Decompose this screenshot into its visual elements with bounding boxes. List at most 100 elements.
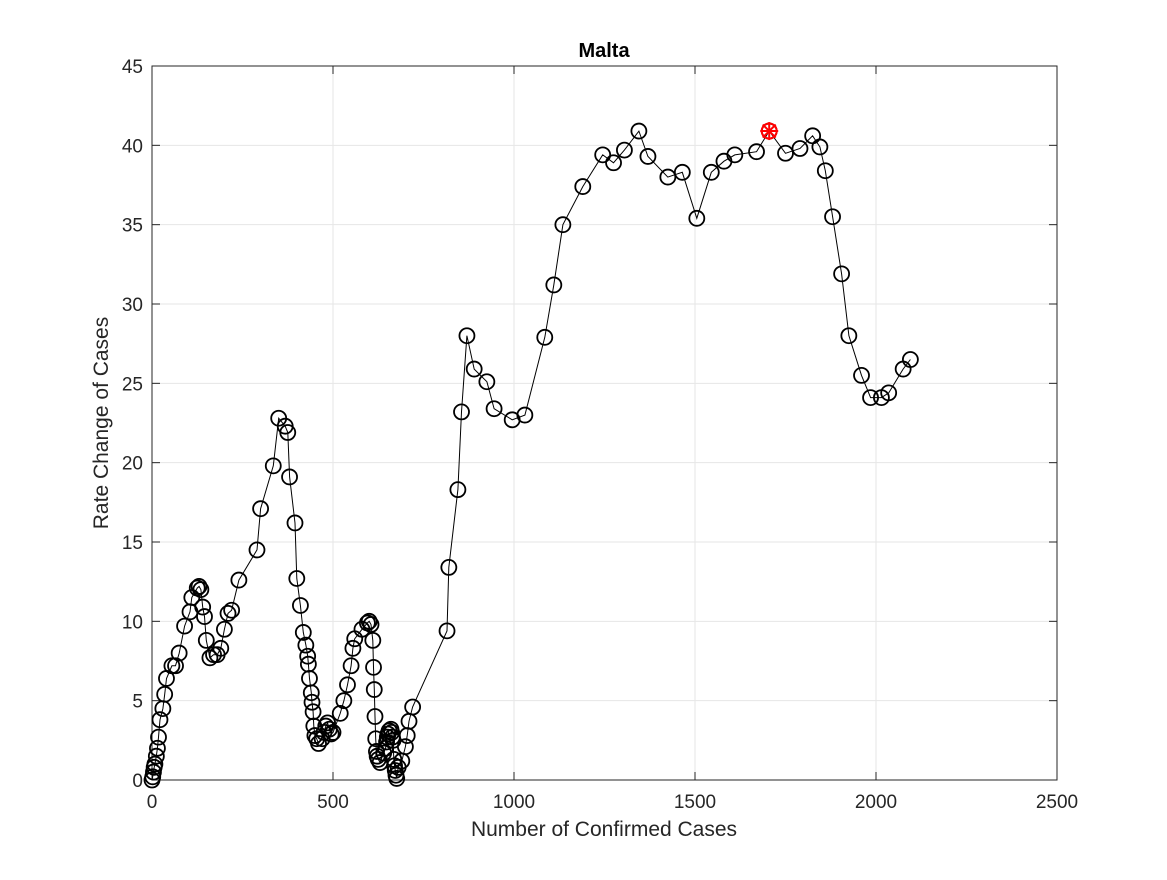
x-tick-label: 1000	[493, 792, 535, 813]
data-point	[310, 735, 327, 752]
data-point	[297, 636, 315, 654]
data-point	[342, 657, 360, 675]
data-point	[190, 578, 208, 595]
data-point	[726, 146, 744, 164]
data-point	[335, 692, 353, 710]
y-tick-label: 30	[122, 295, 143, 316]
data-point	[365, 681, 383, 698]
data-point	[366, 708, 384, 725]
data-point	[360, 612, 378, 630]
data-point	[147, 747, 165, 765]
data-point	[816, 162, 834, 180]
data-point	[840, 327, 858, 345]
data-point	[396, 738, 414, 756]
data-point	[453, 403, 470, 421]
data-point	[440, 558, 458, 576]
data-point	[248, 541, 266, 559]
data-point	[279, 424, 297, 441]
data-point	[324, 724, 342, 741]
data-point	[853, 366, 870, 384]
data-point	[167, 657, 184, 675]
data-point	[281, 468, 298, 486]
y-tick-label: 20	[122, 454, 143, 475]
y-tick-label: 45	[122, 57, 143, 78]
axes: 0 500 1000 1500 2000 2500 0 5 10 15 20 25 30 35 40 45	[122, 57, 1078, 813]
data-point	[791, 140, 809, 157]
data-point	[862, 389, 879, 407]
data-point	[388, 770, 406, 787]
data-point	[223, 601, 241, 619]
y-tick-label: 5	[132, 692, 143, 713]
x-tick-label: 1500	[674, 792, 716, 813]
data-point	[264, 457, 282, 475]
data-point	[339, 676, 356, 694]
data-point	[449, 481, 467, 499]
axes-box	[151, 65, 1058, 781]
data-point	[149, 739, 166, 757]
data-point	[385, 750, 403, 768]
data-point	[303, 693, 321, 711]
data-point	[688, 209, 706, 227]
data-point	[478, 373, 496, 391]
data-point	[574, 178, 592, 195]
chart-title: Malta	[578, 40, 630, 62]
y-tick-label: 15	[122, 533, 143, 554]
data-point	[639, 148, 657, 165]
data-point	[811, 138, 829, 156]
data-point	[485, 400, 503, 418]
data-point	[824, 208, 841, 226]
data-point	[306, 727, 324, 744]
data-point	[748, 143, 765, 161]
data-point	[252, 500, 270, 518]
data-point	[594, 146, 612, 164]
data-point	[702, 163, 720, 181]
data-point	[331, 704, 349, 722]
y-tick-label: 10	[122, 612, 143, 633]
data-point	[438, 622, 456, 640]
x-tick-label: 2500	[1036, 792, 1078, 813]
data-point	[322, 725, 340, 743]
data-point	[170, 644, 188, 662]
data-point	[833, 265, 851, 283]
data-point	[194, 598, 212, 616]
data-point	[901, 351, 919, 368]
x-tick-label: 500	[317, 792, 349, 813]
data-point	[659, 168, 677, 186]
y-tick-label: 35	[122, 216, 143, 237]
data-point	[777, 144, 794, 162]
data-point	[192, 581, 210, 598]
y-tick-label: 40	[122, 136, 143, 157]
data-point	[230, 571, 248, 589]
data-point	[299, 647, 317, 665]
x-axis-label: Number of Confirmed Cases	[471, 818, 737, 841]
y-tick-label: 25	[122, 374, 143, 395]
data-point	[215, 620, 233, 638]
data-point	[404, 698, 422, 716]
y-axis-label: Rate Change of Cases	[90, 317, 113, 529]
data-point	[176, 617, 193, 635]
data-point	[294, 624, 312, 641]
data-point	[362, 616, 380, 633]
x-tick-label: 0	[147, 792, 158, 813]
data-point	[150, 728, 167, 746]
data-point	[365, 658, 382, 676]
series-group	[143, 122, 919, 789]
data-point	[212, 639, 230, 657]
data-point	[146, 755, 164, 773]
data-point	[616, 141, 633, 159]
x-tick-label: 2000	[855, 792, 897, 813]
data-point	[458, 327, 476, 345]
plot-area	[152, 66, 1057, 780]
data-point	[344, 639, 362, 657]
peak-marker	[760, 122, 779, 141]
data-point	[288, 570, 306, 587]
data-point	[536, 328, 554, 346]
data-point	[156, 685, 174, 703]
data-point	[673, 163, 691, 181]
data-point	[302, 684, 320, 702]
data-point	[201, 649, 219, 667]
data-point	[197, 631, 215, 649]
y-tick-label: 0	[132, 771, 143, 792]
